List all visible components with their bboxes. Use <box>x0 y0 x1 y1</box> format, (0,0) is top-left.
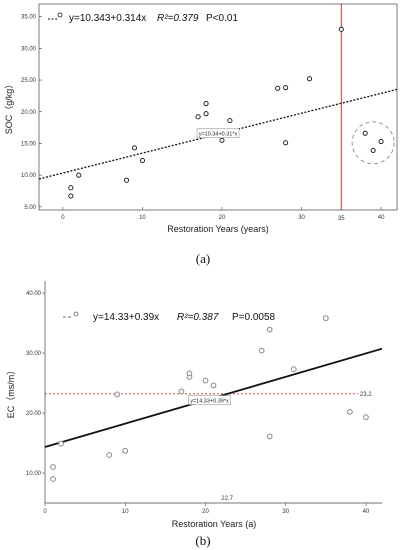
y-tick-label: 20.00 <box>26 411 42 417</box>
y-tick-label: 30.00 <box>21 46 37 52</box>
y-tick-label: 20.00 <box>21 110 37 116</box>
data-point <box>378 138 384 145</box>
x-tick-label: 10 <box>139 215 146 221</box>
data-point <box>338 26 344 32</box>
y-axis-title: EC（ms/m） <box>6 366 16 419</box>
legend-marker <box>57 12 63 18</box>
y-tick-label: 35.00 <box>21 15 37 21</box>
data-point <box>258 347 265 354</box>
data-point <box>114 391 121 398</box>
data-point <box>195 114 201 120</box>
data-point <box>203 100 209 107</box>
x-axis-title: Restoration Years (a) <box>172 519 257 529</box>
highlight-circle <box>351 121 395 165</box>
legend-p: P<0.01 <box>206 13 238 24</box>
y-tick-label: 30.00 <box>26 351 42 357</box>
data-point <box>266 326 273 333</box>
data-point <box>347 408 353 415</box>
x-tick-label: 40 <box>378 215 385 221</box>
vline-label: 35 <box>338 216 345 222</box>
data-point <box>139 158 145 164</box>
data-point <box>290 366 297 373</box>
data-point <box>322 315 329 322</box>
data-point <box>50 464 56 470</box>
x-tick-label: 10 <box>122 509 129 515</box>
data-point <box>275 85 281 91</box>
y-tick-label: 10.00 <box>26 471 42 477</box>
x-tick-label: 30 <box>282 509 289 515</box>
data-point <box>210 382 217 389</box>
panel-a-label: (a) <box>196 251 210 266</box>
data-point <box>370 147 376 153</box>
data-point <box>50 476 56 482</box>
legend-r2: R²=0.387 <box>177 312 219 323</box>
x-marker-label: 22.7 <box>221 496 233 502</box>
inline-label-box <box>196 128 240 138</box>
data-point <box>68 193 74 199</box>
x-tick-label: 0 <box>43 509 47 515</box>
data-point <box>266 433 273 440</box>
data-point <box>68 185 74 191</box>
legend-marker <box>73 311 79 317</box>
hline-label: 23.2 <box>360 392 372 398</box>
y-tick-label: 25.00 <box>21 78 37 84</box>
data-point <box>363 414 369 421</box>
data-point <box>76 172 82 178</box>
panel-b-chart: 10.00 20.00 30.00 40.00 0 10 20 30 40 23.2 22.7 y=1… <box>6 281 383 529</box>
legend-p: P=0.0058 <box>232 312 276 323</box>
data-point <box>202 377 209 384</box>
y-tick-label: 40.00 <box>26 291 42 297</box>
data-point <box>178 388 185 395</box>
data-point <box>362 130 368 136</box>
x-tick-label: 0 <box>61 215 65 221</box>
x-tick-label: 20 <box>219 215 226 221</box>
y-axis-title: SOC（g/kg） <box>4 80 14 135</box>
panel-a-chart: 5.00 10.00 15.00 20.00 25.00 30.00 35.00 0 10 20 3… <box>4 3 398 234</box>
plot-frame <box>38 3 398 211</box>
legend-r2: R²=0.379 <box>157 13 199 24</box>
data-point <box>186 370 193 377</box>
inline-label-box <box>188 395 231 405</box>
data-point <box>283 85 289 91</box>
data-point <box>306 76 313 82</box>
data-point <box>283 140 289 146</box>
x-tick-label: 40 <box>363 509 370 515</box>
y-tick-label: 5.00 <box>24 205 36 211</box>
inline-equation-label: y=14.33+0.39*x <box>190 399 229 405</box>
legend-equation: y=10.343+0.314x <box>69 13 146 24</box>
y-tick-label: 15.00 <box>21 141 37 147</box>
x-axis-title: Restoration Years (years) <box>167 224 269 234</box>
data-point <box>123 177 130 183</box>
data-point <box>219 137 225 143</box>
data-point <box>227 118 233 124</box>
x-tick-label: 20 <box>202 509 209 515</box>
inline-equation-label: y=10.34+0.31*x <box>199 132 238 138</box>
data-point <box>122 447 129 454</box>
data-point <box>203 111 209 117</box>
data-point <box>131 145 138 151</box>
data-point <box>58 440 64 447</box>
panel-b-label: (b) <box>195 533 210 548</box>
data-point <box>106 452 113 458</box>
x-tick-label: 30 <box>298 215 305 221</box>
y-tick-label: 10.00 <box>21 173 37 179</box>
legend-equation: y=14.33+0.39x <box>93 312 159 323</box>
